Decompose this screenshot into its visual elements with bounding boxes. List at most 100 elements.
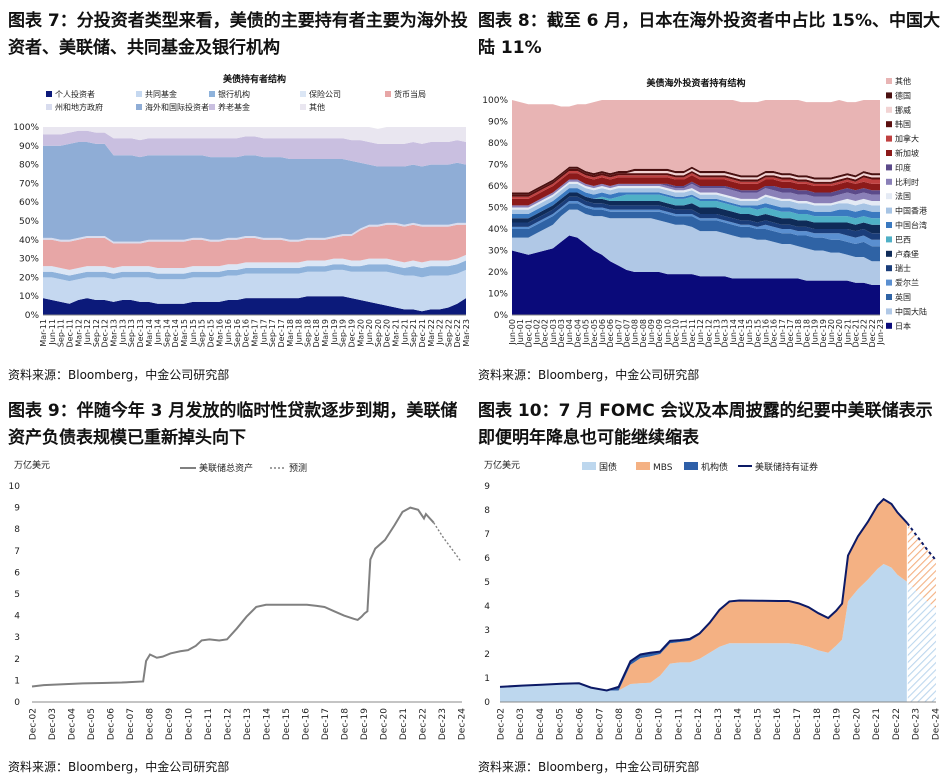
y-tick-label: 60% bbox=[19, 198, 39, 208]
x-tick-label: Sep-17 bbox=[268, 319, 277, 347]
x-tick-label: Jun-01 bbox=[516, 319, 525, 346]
legend-label: 日本 bbox=[895, 321, 911, 331]
series-州和地方政府 bbox=[43, 222, 466, 244]
legend-swatch bbox=[684, 462, 698, 470]
series-其他 bbox=[43, 127, 466, 144]
y-tick-label: 70% bbox=[19, 179, 39, 189]
y-tick-label: 9 bbox=[484, 482, 490, 492]
x-tick-label: Sep-21 bbox=[409, 319, 418, 347]
fig10-chart: 万亿美元 0 1 2 3 4 5 6 7 8 9 Dec-02 Dec-03 Dec-04 Dec-05 De… bbox=[484, 459, 941, 740]
legend-label: 比利时 bbox=[895, 177, 919, 187]
y-tick-label: 0 bbox=[14, 698, 20, 708]
x-tick-label: Jun-18 bbox=[295, 319, 304, 346]
x-tick-label: Dec-18 bbox=[312, 319, 321, 348]
legend-swatch bbox=[886, 250, 892, 257]
y-tick-label: 20% bbox=[19, 273, 39, 283]
y-tick-label: 2 bbox=[14, 655, 20, 665]
x-tick-label: Dec-03 bbox=[516, 708, 526, 740]
legend-label: 法国 bbox=[895, 191, 911, 201]
x-tick-label: Dec-22 bbox=[418, 708, 428, 740]
y-tick-label: 30% bbox=[19, 255, 39, 265]
legend-label: 瑞士 bbox=[895, 263, 911, 273]
x-tick-label: Sep-11 bbox=[57, 319, 66, 347]
x-tick-label: Dec-18 bbox=[802, 319, 811, 348]
legend-label: 州和地方政府 bbox=[55, 102, 103, 112]
x-tick-label: Jun-20 bbox=[827, 319, 836, 346]
legend-label: 保险公司 bbox=[309, 89, 341, 99]
y-tick-label: 100% bbox=[482, 96, 508, 106]
x-tick-label: Jun-17 bbox=[259, 319, 268, 346]
legend-swatch bbox=[886, 322, 892, 329]
legend-label: MBS bbox=[653, 463, 673, 473]
x-tick-label: Dec-05 bbox=[590, 319, 599, 348]
line-美联储持有证券 bbox=[499, 497, 909, 692]
x-tick-label: Dec-21 bbox=[851, 319, 860, 348]
legend-swatch bbox=[209, 104, 215, 110]
fig7-chart: 0%10%20%30%40%50%60%70%80%90%100%Mar-11 J… bbox=[13, 73, 470, 348]
y-tick-label: 4 bbox=[14, 612, 20, 622]
x-tick-label: Mar-11 bbox=[39, 319, 48, 347]
y-tick-label: 70% bbox=[488, 161, 508, 171]
x-tick-label: Dec-06 bbox=[106, 708, 116, 740]
y-tick-label: 60% bbox=[488, 182, 508, 192]
fig8-chart: 0%10%20%30%40%50%60%70%80%90%100%Jun-00 J… bbox=[482, 76, 927, 348]
x-tick-label: Sep-20 bbox=[374, 319, 383, 347]
legend-swatch bbox=[300, 104, 306, 110]
x-tick-label: Dec-13 bbox=[136, 319, 145, 348]
x-tick-label: Jun-15 bbox=[189, 319, 198, 346]
x-tick-label: Dec-02 bbox=[541, 319, 550, 348]
x-tick-label: Dec-06 bbox=[575, 708, 585, 740]
legend-label: 养老基金 bbox=[218, 102, 250, 112]
y-tick-label: 30% bbox=[488, 247, 508, 257]
x-tick-label: Dec-18 bbox=[813, 708, 823, 740]
legend-label: 中国大陆 bbox=[895, 306, 927, 316]
x-tick-label: Dec-08 bbox=[615, 708, 625, 740]
x-tick-label: Jun-16 bbox=[224, 319, 233, 346]
fig7-source: 资料来源：Bloomberg，中金公司研究部 bbox=[8, 368, 230, 382]
series-银行机构 bbox=[43, 260, 466, 282]
x-tick-label: Jun-13 bbox=[118, 319, 127, 346]
x-tick-label: Jun-09 bbox=[647, 319, 656, 346]
x-tick-label: Dec-05 bbox=[556, 708, 566, 740]
legend-label: 银行机构 bbox=[218, 89, 250, 99]
y-tick-label: 6 bbox=[484, 554, 490, 564]
x-tick-label: Dec-09 bbox=[165, 708, 175, 740]
line-预测 bbox=[433, 522, 462, 563]
legend-label: 加拿大 bbox=[895, 134, 919, 144]
y-tick-label: 9 bbox=[14, 504, 20, 514]
x-tick-label: Jun-14 bbox=[729, 319, 738, 346]
x-tick-label: Dec-20 bbox=[383, 319, 392, 348]
legend-swatch bbox=[886, 92, 892, 99]
x-tick-label: Dec-14 bbox=[171, 319, 180, 348]
x-tick-label: Sep-12 bbox=[92, 319, 101, 347]
y-tick-label: 7 bbox=[484, 530, 490, 540]
legend-swatch bbox=[886, 308, 892, 315]
y-tick-label: 8 bbox=[14, 525, 20, 535]
fig10-title: 图表 10：7 月 FOMC 会议及本周披露的纪要中美联储表示即便明年降息也可能… bbox=[478, 401, 933, 448]
x-tick-label: Jun-21 bbox=[843, 319, 852, 346]
x-tick-label: Mar-14 bbox=[145, 319, 154, 347]
series-海外和国际投资者 bbox=[43, 142, 466, 242]
y-unit-label: 万亿美元 bbox=[14, 459, 50, 471]
series-中国香港 bbox=[512, 183, 880, 214]
x-tick-label: Dec-19 bbox=[819, 319, 828, 348]
x-tick-label: Jun-02 bbox=[533, 319, 542, 346]
legend-swatch bbox=[300, 91, 306, 97]
x-tick-label: Dec-22 bbox=[868, 319, 877, 348]
legend-label: 中国香港 bbox=[895, 206, 927, 216]
x-tick-label: Dec-09 bbox=[635, 708, 645, 740]
y-tick-label: 40% bbox=[488, 225, 508, 235]
y-tick-label: 8 bbox=[484, 506, 490, 516]
series-瑞士 bbox=[512, 196, 880, 240]
legend-swatch bbox=[582, 462, 596, 470]
y-tick-label: 3 bbox=[484, 626, 490, 636]
y-tick-label: 10 bbox=[9, 482, 21, 492]
x-tick-label: Jun-04 bbox=[565, 319, 574, 346]
legend-swatch bbox=[886, 150, 892, 156]
legend-label: 印度 bbox=[895, 162, 911, 172]
legend-swatch bbox=[886, 106, 892, 113]
x-tick-label: Dec-06 bbox=[606, 319, 615, 348]
y-tick-label: 90% bbox=[19, 142, 39, 152]
series-共同基金 bbox=[43, 269, 466, 312]
x-tick-label: Dec-17 bbox=[277, 319, 286, 348]
